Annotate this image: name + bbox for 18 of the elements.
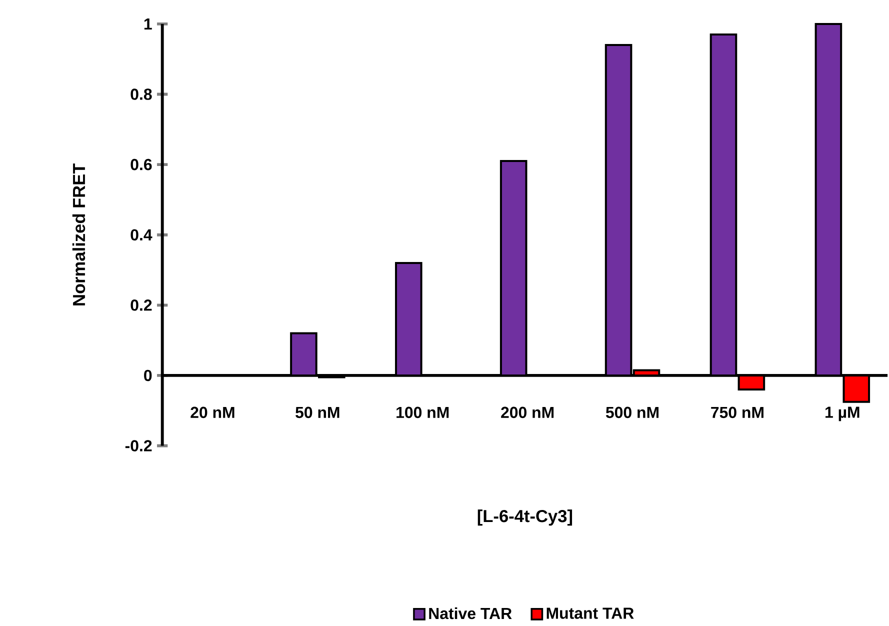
y-tick-label: 0 xyxy=(144,370,152,381)
x-tick-label: 50 nM xyxy=(296,406,340,418)
x-tick-label: 1 µM xyxy=(826,406,860,421)
x-tick-label: 500 nM xyxy=(606,406,658,418)
legend-label: Native TAR xyxy=(429,607,512,619)
x-tick-label: 200 nM xyxy=(501,406,554,418)
y-tick-label: 0.6 xyxy=(130,158,152,170)
y-tick-label: 1 xyxy=(144,18,152,30)
legend-label: Mutant TAR xyxy=(546,608,634,619)
y-axis-title: Normalized FRET xyxy=(72,163,86,306)
y-tick-label: 0.4 xyxy=(130,229,152,240)
x-tick-label: 100 nM xyxy=(396,406,449,418)
y-tick-label: 0.8 xyxy=(130,88,152,100)
x-tick-label: 750 nM xyxy=(711,406,764,418)
y-tick-label: -0.2 xyxy=(125,440,152,452)
y-tick-label: 0.2 xyxy=(130,299,152,311)
x-axis-title: [L-6-4t-Cy3] xyxy=(478,509,572,526)
x-tick-label: 20 nM xyxy=(190,406,234,418)
